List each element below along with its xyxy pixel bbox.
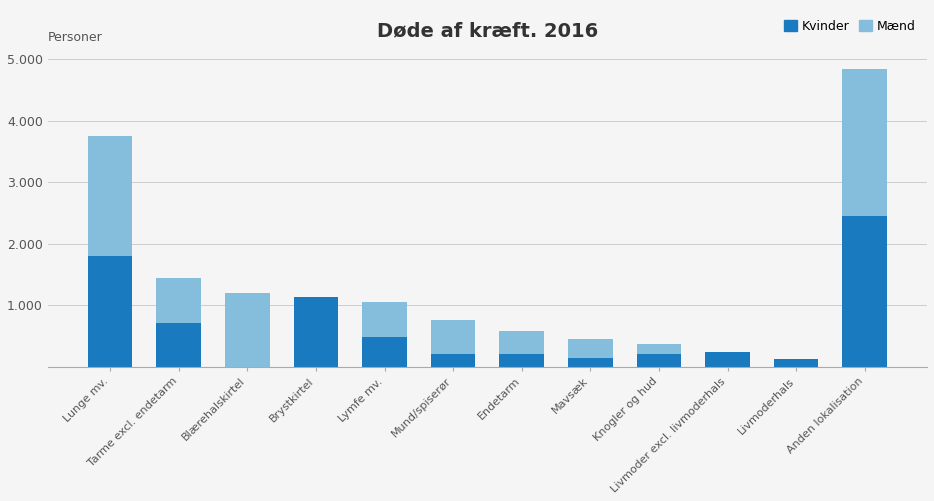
Bar (774, 359, 818, 367)
Bar (293, 298, 338, 367)
Bar (568, 358, 613, 367)
Bar (500, 354, 544, 367)
Bar (362, 302, 407, 338)
Bar (842, 216, 887, 367)
Bar (637, 344, 681, 354)
Bar (500, 331, 544, 354)
Bar (225, 293, 270, 367)
Bar (705, 352, 750, 367)
Title: Døde af kræft. 2016: Døde af kræft. 2016 (376, 21, 598, 40)
Bar (88, 136, 133, 256)
Bar (431, 320, 475, 354)
Bar (156, 323, 201, 367)
Bar (842, 69, 887, 216)
Bar (637, 354, 681, 367)
Bar (156, 279, 201, 323)
Text: Personer: Personer (48, 31, 103, 44)
Bar (88, 256, 133, 367)
Bar (431, 354, 475, 367)
Bar (362, 338, 407, 367)
Legend: Kvinder, Mænd: Kvinder, Mænd (779, 15, 921, 38)
Bar (568, 339, 613, 358)
